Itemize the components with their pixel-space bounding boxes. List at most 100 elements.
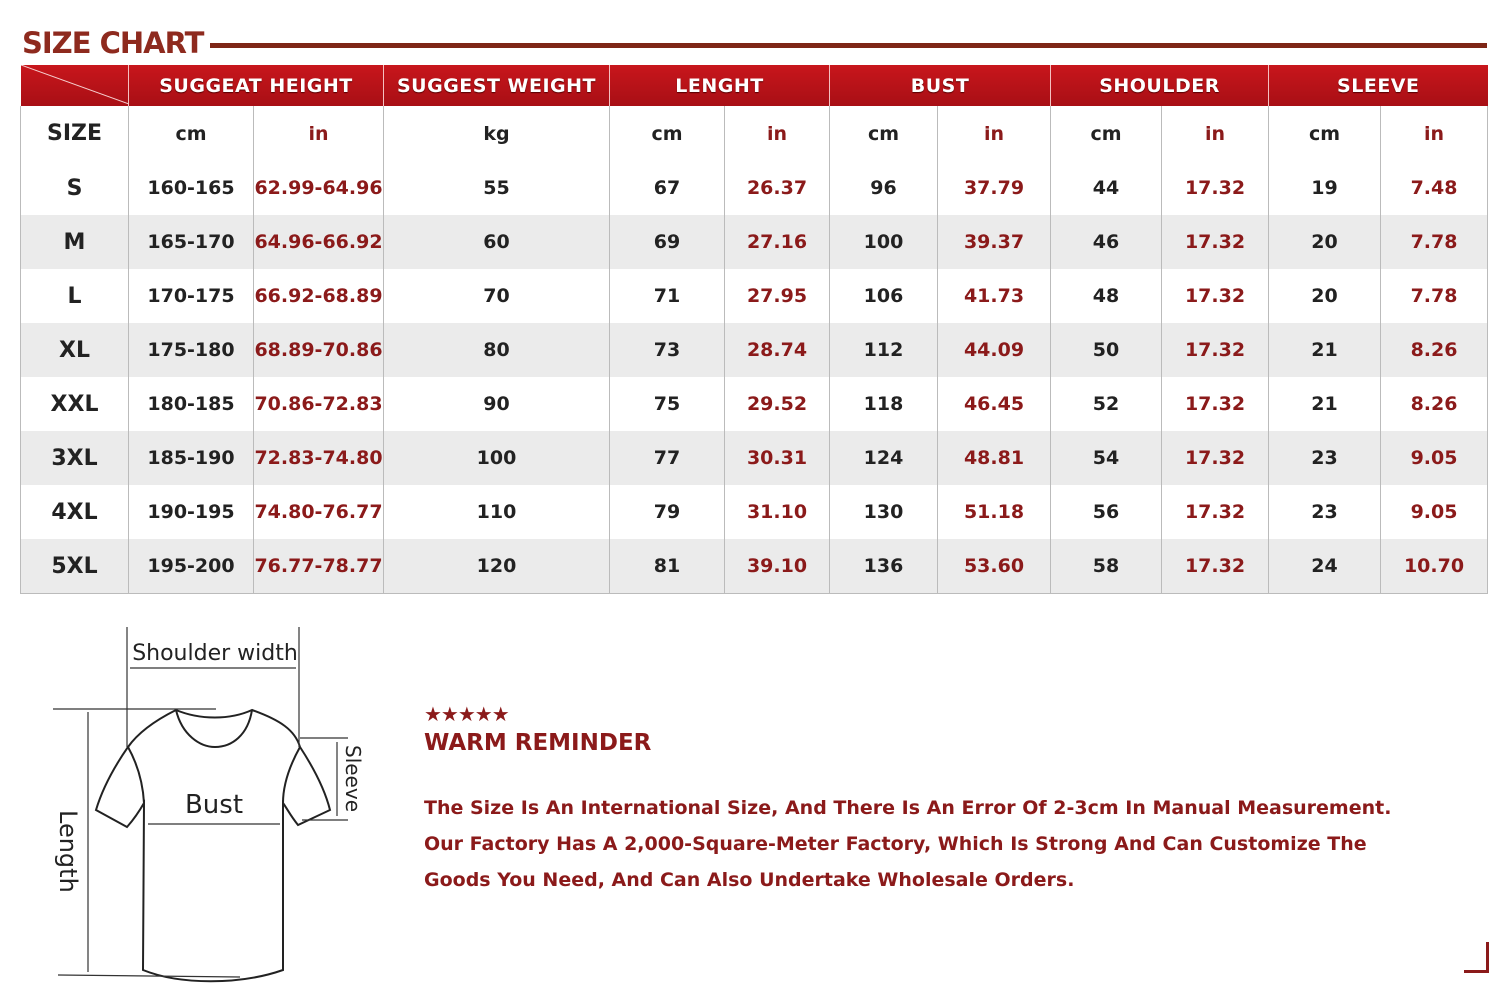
unit-cell: kg [383,106,610,161]
unit-cell: in [723,106,830,161]
unit-cell: in [253,106,384,161]
header-row: SUGGEAT HEIGHT SUGGEST WEIGHT LENGHT BUS… [20,65,1488,106]
value-cell: 60 [383,215,610,269]
unit-cell: cm [609,106,725,161]
value-cell: 67 [609,161,725,215]
table-row: XXL 180-185 70.86-72.83 90 75 29.52 118 46.45 52… [20,377,1488,431]
value-cell: 48 [1050,269,1162,323]
value-cell: 56 [1050,485,1162,539]
value-cell: 118 [829,377,938,431]
value-cell: 165-170 [128,215,254,269]
shoulder-width-label: Shoulder width [132,641,298,666]
value-cell: 26.37 [723,161,830,215]
page-title: SIZE CHART [22,26,204,60]
value-cell: 29.52 [723,377,830,431]
size-chart-table: SUGGEAT HEIGHT SUGGEST WEIGHT LENGHT BUS… [20,65,1488,594]
value-cell: 64.96-66.92 [253,215,384,269]
value-cell: 110 [383,485,610,539]
value-cell: 70.86-72.83 [253,377,384,431]
value-cell: 130 [829,485,938,539]
unit-cell: cm [1268,106,1381,161]
value-cell: 55 [383,161,610,215]
value-cell: 79 [609,485,725,539]
size-cell: M [20,215,129,269]
value-cell: 20 [1268,269,1381,323]
units-row: SIZE cm in kg cm in cm in cm in cm in [20,106,1488,161]
value-cell: 9.05 [1380,485,1488,539]
value-cell: 136 [829,539,938,594]
value-cell: 74.80-76.77 [253,485,384,539]
value-cell: 77 [609,431,725,485]
value-cell: 23 [1268,485,1381,539]
rating-stars: ★★★★★ [424,702,510,726]
value-cell: 44 [1050,161,1162,215]
value-cell: 46 [1050,215,1162,269]
value-cell: 170-175 [128,269,254,323]
value-cell: 66.92-68.89 [253,269,384,323]
unit-cell: cm [128,106,254,161]
value-cell: 44.09 [937,323,1051,377]
value-cell: 7.78 [1380,269,1488,323]
table-row: 5XL 195-200 76.77-78.77 120 81 39.10 136 53.60 5… [20,539,1488,594]
reminder-text: The Size Is An International Size, And T… [424,797,1392,891]
value-cell: 185-190 [128,431,254,485]
value-cell: 23 [1268,431,1381,485]
value-cell: 17.32 [1161,431,1269,485]
length-label: Length [54,810,82,893]
unit-cell: cm [829,106,938,161]
value-cell: 41.73 [937,269,1051,323]
value-cell: 39.10 [723,539,830,594]
value-cell: 7.78 [1380,215,1488,269]
value-cell: 75 [609,377,725,431]
value-cell: 17.32 [1161,377,1269,431]
header-length: LENGHT [608,65,830,106]
value-cell: 54 [1050,431,1162,485]
value-cell: 52 [1050,377,1162,431]
unit-cell: in [937,106,1051,161]
size-cell: XXL [20,377,129,431]
value-cell: 21 [1268,377,1381,431]
size-cell: S [20,161,129,215]
value-cell: 24 [1268,539,1381,594]
corner-cell [20,65,129,106]
reminder-title: WARM REMINDER [424,730,652,756]
table-row: 4XL 190-195 74.80-76.77 110 79 31.10 130 51.18 5… [20,485,1488,539]
value-cell: 7.48 [1380,161,1488,215]
value-cell: 62.99-64.96 [253,161,384,215]
value-cell: 17.32 [1161,215,1269,269]
unit-cell: in [1380,106,1488,161]
value-cell: 124 [829,431,938,485]
size-cell: 3XL [20,431,129,485]
value-cell: 8.26 [1380,377,1488,431]
value-cell: 17.32 [1161,485,1269,539]
corner-mark [1464,942,1489,973]
value-cell: 39.37 [937,215,1051,269]
header-shoulder: SHOULDER [1050,65,1269,106]
size-label: SIZE [20,106,129,161]
value-cell: 160-165 [128,161,254,215]
value-cell: 31.10 [723,485,830,539]
value-cell: 28.74 [723,323,830,377]
sleeve-label: Sleeve [341,745,365,812]
value-cell: 112 [829,323,938,377]
value-cell: 175-180 [128,323,254,377]
value-cell: 58 [1050,539,1162,594]
value-cell: 71 [609,269,725,323]
table-row: S 160-165 62.99-64.96 55 67 26.37 96 37.79 44 17.… [20,161,1488,215]
value-cell: 20 [1268,215,1381,269]
value-cell: 17.32 [1161,161,1269,215]
value-cell: 17.32 [1161,269,1269,323]
value-cell: 27.95 [723,269,830,323]
size-cell: L [20,269,129,323]
size-cell: 5XL [20,539,129,594]
unit-cell: cm [1050,106,1162,161]
value-cell: 37.79 [937,161,1051,215]
value-cell: 72.83-74.80 [253,431,384,485]
value-cell: 80 [383,323,610,377]
value-cell: 100 [383,431,610,485]
value-cell: 70 [383,269,610,323]
value-cell: 120 [383,539,610,594]
value-cell: 68.89-70.86 [253,323,384,377]
value-cell: 81 [609,539,725,594]
value-cell: 69 [609,215,725,269]
